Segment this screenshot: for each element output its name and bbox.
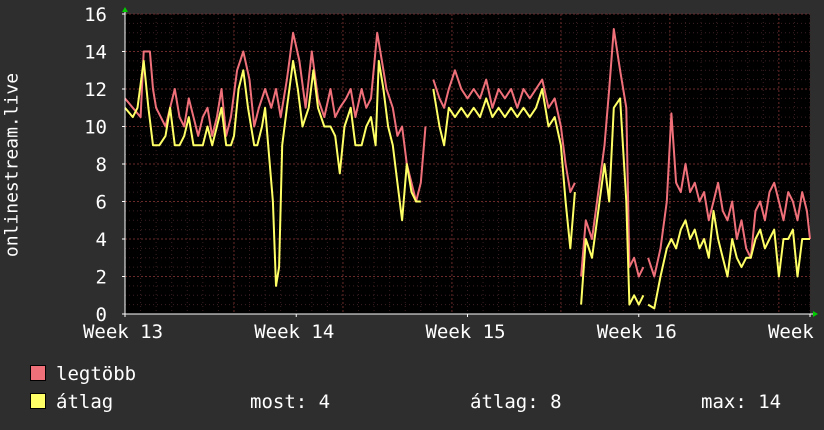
y-axis-arrow bbox=[122, 7, 128, 12]
series-line-legtobb-1 bbox=[432, 69, 576, 194]
series-line-atlag-2 bbox=[580, 97, 645, 306]
stat-max: max: 14 bbox=[701, 391, 782, 413]
legend-label-max: legtöbb bbox=[56, 363, 137, 385]
series-line-legtobb-2 bbox=[580, 28, 645, 278]
x-tick-label: Week 17 bbox=[768, 321, 824, 340]
legend-item-max: legtöbb bbox=[30, 363, 136, 385]
x-tick-label: Week 14 bbox=[254, 321, 334, 340]
x-axis-arrow bbox=[813, 311, 818, 317]
y-tick-label: 16 bbox=[84, 4, 107, 26]
y-axis-label: onlinestream.live bbox=[1, 72, 23, 258]
chart-plot: 0 2 4 6 8 10 12 14 16 Week 13 Week 14 Week 15 Week 1… bbox=[83, 4, 824, 340]
y-tick-label: 10 bbox=[84, 117, 107, 139]
stat-current: most: 4 bbox=[250, 391, 331, 413]
legend-label-avg: átlag bbox=[56, 391, 114, 413]
y-tick-label: 0 bbox=[96, 304, 107, 326]
series-line-atlag-1 bbox=[432, 88, 576, 250]
y-tick-label: 12 bbox=[84, 79, 107, 101]
axes bbox=[122, 7, 818, 317]
grid-lines bbox=[124, 13, 811, 315]
series-line-legtobb-3 bbox=[647, 112, 811, 278]
y-tick-label: 2 bbox=[96, 267, 107, 289]
x-tick-label: Week 16 bbox=[597, 321, 677, 340]
legend-swatch-max bbox=[30, 365, 46, 381]
stat-average: átlag: 8 bbox=[470, 391, 562, 413]
x-tick-label: Week 15 bbox=[425, 321, 505, 340]
series-line-atlag-0 bbox=[124, 59, 421, 287]
legend-swatch-avg bbox=[30, 393, 46, 409]
legend-item-avg: átlag bbox=[30, 391, 113, 413]
tick-labels: 0 2 4 6 8 10 12 14 16 Week 13 Week 14 Week 15 Week 1… bbox=[83, 4, 824, 340]
x-tick-label: Week 13 bbox=[83, 321, 163, 340]
y-tick-label: 6 bbox=[96, 192, 107, 214]
y-tick-label: 8 bbox=[96, 154, 107, 176]
series-line-legtobb-0 bbox=[124, 31, 427, 203]
y-tick-label: 4 bbox=[96, 229, 107, 251]
y-tick-label: 14 bbox=[84, 42, 107, 64]
series-lines bbox=[124, 28, 811, 310]
series-line-atlag-3 bbox=[647, 209, 810, 310]
